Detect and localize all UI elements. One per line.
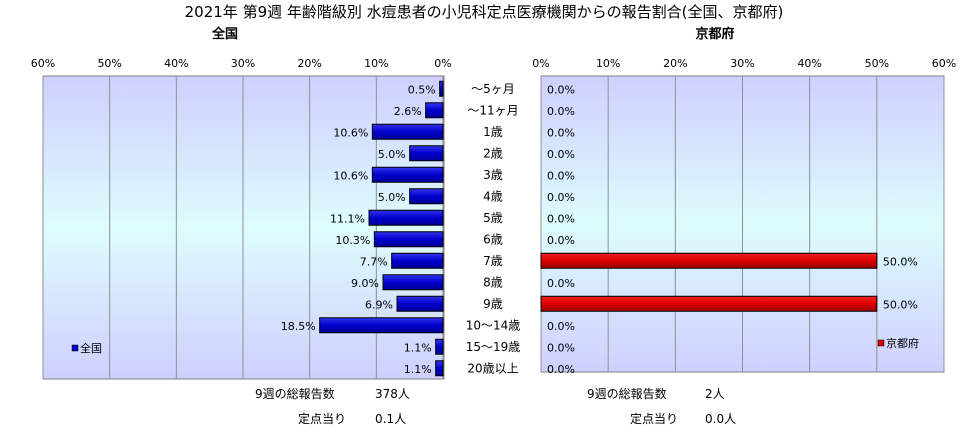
national-tick-label: 10% <box>364 57 388 70</box>
national-bar <box>425 102 444 119</box>
category-label: 〜11ヶ月 <box>467 103 518 117</box>
kyoto-per-site-label: 定点当り <box>630 411 678 426</box>
national-bar <box>409 188 444 205</box>
national-value-label: 7.7% <box>360 255 388 268</box>
category-label: 20歳以上 <box>467 361 518 375</box>
national-bar <box>371 123 444 140</box>
kyoto-value-label: 50.0% <box>883 298 918 311</box>
category-label: 2歳 <box>483 146 503 160</box>
kyoto-tick-label: 60% <box>932 57 956 70</box>
kyoto-tick-label: 30% <box>730 57 754 70</box>
kyoto-value-label: 50.0% <box>883 255 918 268</box>
national-value-label: 2.6% <box>394 105 422 118</box>
national-bar <box>382 274 444 291</box>
kyoto-tick-label: 0% <box>532 57 549 70</box>
national-bar <box>319 317 444 334</box>
kyoto-value-label: 0.0% <box>547 148 575 161</box>
national-total-label: 9週の総報告数 <box>255 386 335 401</box>
kyoto-value-label: 0.0% <box>547 320 575 333</box>
category-label: 6歳 <box>483 232 503 246</box>
national-value-label: 1.1% <box>404 341 432 354</box>
kyoto-value-label: 0.0% <box>547 169 575 182</box>
category-label: 5歳 <box>483 211 503 225</box>
kyoto-bar <box>540 295 878 312</box>
national-value-label: 5.0% <box>378 191 406 204</box>
national-tick-label: 60% <box>31 57 55 70</box>
national-bar <box>396 295 444 312</box>
national-value-label: 11.1% <box>330 212 365 225</box>
kyoto-value-label: 0.0% <box>547 341 575 354</box>
kyoto-bar <box>540 252 878 269</box>
national-tick-label: 20% <box>297 57 321 70</box>
category-label: 8歳 <box>483 275 503 289</box>
national-legend-label: 全国 <box>80 341 102 355</box>
national-bar <box>435 360 444 377</box>
kyoto-value-label: 0.0% <box>547 83 575 96</box>
category-label: 9歳 <box>483 297 503 311</box>
category-label: 15〜19歳 <box>466 340 521 354</box>
national-bar <box>371 166 444 183</box>
kyoto-per-site-value: 0.0人 <box>705 412 736 426</box>
kyoto-tick-label: 50% <box>865 57 889 70</box>
national-per-site-value: 0.1人 <box>375 412 406 426</box>
category-label: 1歳 <box>483 125 503 139</box>
national-value-label: 18.5% <box>281 320 316 333</box>
kyoto-panel-title: 京都府 <box>695 26 734 42</box>
national-tick-label: 40% <box>164 57 188 70</box>
kyoto-total-value: 2人 <box>705 387 725 401</box>
national-bar <box>368 209 444 226</box>
kyoto-tick-label: 40% <box>797 57 821 70</box>
national-tick-label: 30% <box>231 57 255 70</box>
national-value-label: 0.5% <box>408 83 436 96</box>
national-tick-label: 0% <box>434 57 451 70</box>
category-label: 3歳 <box>483 168 503 182</box>
kyoto-value-label: 0.0% <box>547 105 575 118</box>
kyoto-legend-swatch <box>877 339 885 347</box>
national-tick-label: 50% <box>97 57 121 70</box>
national-value-label: 9.0% <box>351 277 379 290</box>
chart-title: 2021年 第9週 年齢階級別 水痘患者の小児科定点医療機関からの報告割合(全国… <box>185 3 784 21</box>
kyoto-value-label: 0.0% <box>547 191 575 204</box>
national-value-label: 10.6% <box>333 169 368 182</box>
national-value-label: 6.9% <box>365 298 393 311</box>
national-bar <box>373 231 444 248</box>
national-value-label: 5.0% <box>378 148 406 161</box>
kyoto-tick-label: 20% <box>663 57 687 70</box>
kyoto-value-label: 0.0% <box>547 234 575 247</box>
national-value-label: 10.6% <box>333 126 368 139</box>
national-bar <box>439 80 444 97</box>
category-label: 〜5ヶ月 <box>471 82 515 96</box>
national-value-label: 10.3% <box>335 234 370 247</box>
national-per-site-label: 定点当り <box>298 411 346 426</box>
kyoto-value-label: 0.0% <box>547 212 575 225</box>
category-label: 4歳 <box>483 189 503 203</box>
national-total-value: 378人 <box>375 387 410 401</box>
category-label: 10〜14歳 <box>466 318 521 332</box>
national-panel-title: 全国 <box>211 26 238 42</box>
category-label: 7歳 <box>483 254 503 268</box>
kyoto-legend-label: 京都府 <box>886 336 919 350</box>
national-bar <box>391 252 444 269</box>
national-bar <box>435 338 444 355</box>
kyoto-value-label: 0.0% <box>547 363 575 376</box>
national-legend-swatch <box>71 344 79 352</box>
national-bar <box>409 145 444 162</box>
national-value-label: 1.1% <box>404 363 432 376</box>
kyoto-value-label: 0.0% <box>547 277 575 290</box>
kyoto-total-label: 9週の総報告数 <box>587 386 667 401</box>
kyoto-value-label: 0.0% <box>547 126 575 139</box>
kyoto-tick-label: 10% <box>596 57 620 70</box>
